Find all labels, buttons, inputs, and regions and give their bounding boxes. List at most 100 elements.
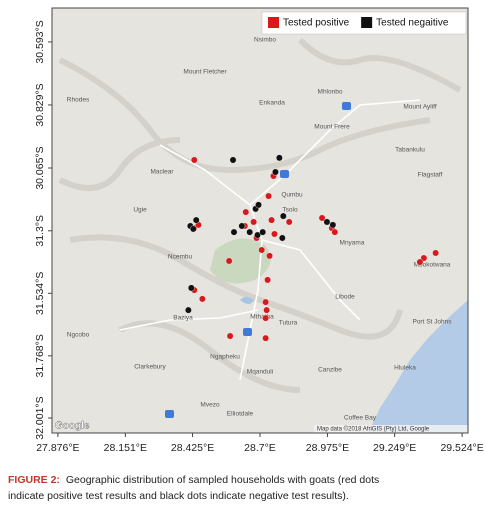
x-tick-label: 28.425°E [171, 442, 214, 454]
legend: Tested positive Tested negaitive [261, 11, 467, 35]
attribution-bg [314, 425, 468, 433]
place-label: Nsimbo [254, 37, 276, 44]
place-label: Mqanduli [247, 369, 273, 376]
x-tick-label: 29.249°E [373, 442, 416, 454]
land [52, 8, 468, 433]
place-label: Coffee Bay [344, 415, 377, 422]
point [229, 156, 237, 164]
point [225, 257, 233, 265]
place-label: Ncembu [168, 254, 193, 261]
point [278, 234, 286, 242]
caption: FIGURE 2: Geographic distribution of sam… [8, 474, 379, 486]
place-label: Mount Fletcher [183, 69, 227, 76]
place-label: Tutura [279, 320, 298, 327]
point [262, 298, 270, 306]
place-label: Mount Ayliff [403, 104, 437, 111]
point [318, 214, 326, 222]
point [266, 252, 273, 260]
x-tick-label: 28.7°E [244, 442, 276, 454]
place-label: Mnyama [340, 240, 365, 247]
place-label: Ngapheku [210, 354, 240, 361]
point [271, 230, 278, 238]
place-label: Qumbu [281, 192, 303, 199]
caption-text: Geographic distribution of sampled house… [66, 474, 379, 486]
roads [119, 99, 421, 381]
point [285, 218, 293, 226]
point [275, 154, 283, 162]
point [258, 246, 266, 254]
axes: 27.876°E 28.151°E 28.425°E 28.7°E 28.975°E 29… [34, 20, 484, 454]
data-points [184, 154, 440, 342]
y-tick-label: 31.3°S [34, 215, 46, 247]
point [198, 295, 206, 303]
point [259, 228, 267, 236]
point [192, 216, 200, 224]
place-labels: Nsimbo Mount Fletcher Rhodes Mhlonbo Mount A… [67, 37, 452, 422]
x-tick-label: 28.975°E [306, 442, 349, 454]
place-label: Tabankulu [395, 147, 425, 154]
point [416, 258, 424, 266]
place-label: Mount Frere [314, 124, 350, 131]
point [187, 284, 195, 292]
x-tick-label: 27.876°E [36, 442, 79, 454]
place-label: Mhlonbo [318, 89, 343, 96]
point [329, 221, 337, 229]
y-tick-label: 30.829°S [34, 83, 46, 126]
point [323, 218, 331, 226]
y-tick-label: 31.534°S [34, 272, 46, 315]
point [331, 228, 339, 236]
caption-label: FIGURE 2: [8, 474, 60, 486]
point [242, 208, 250, 216]
y-tick-label: 31.768°S [34, 334, 46, 377]
logo: Google [55, 421, 90, 432]
dam [240, 297, 254, 304]
y-tick-label: 32.001°S [34, 396, 46, 439]
place-label: Rhodes [67, 97, 90, 104]
point [262, 314, 270, 322]
relief [58, 37, 462, 393]
place-label: Hluleka [394, 365, 416, 372]
point [230, 228, 238, 236]
point [190, 156, 198, 164]
point [184, 306, 192, 314]
point [264, 276, 272, 284]
place-label: Clarkebury [134, 364, 166, 371]
x-tick-label: 28.151°E [104, 442, 147, 454]
attribution: Map data ©2018 AfriGIS (Pty) Ltd, Google [317, 426, 430, 433]
point [189, 225, 197, 233]
caption-text: indicate positive test results and black… [8, 490, 349, 502]
place-label: Ugie [133, 207, 147, 214]
point [262, 334, 270, 342]
road-shield [280, 170, 289, 178]
place-label: Flagstaff [418, 172, 443, 179]
y-tick-label: 30.065°S [34, 146, 46, 189]
legend-swatch [361, 17, 373, 28]
place-label: Baziya [173, 315, 193, 322]
legend-label: Tested negaitive [376, 18, 449, 29]
road-shield [165, 410, 174, 418]
point [254, 231, 261, 239]
point [272, 168, 279, 176]
place-label: Canzibe [318, 367, 342, 374]
point [432, 249, 440, 257]
point [263, 306, 271, 314]
park [210, 238, 271, 284]
point [279, 212, 287, 220]
point [238, 222, 246, 230]
legend-label: Tested positive [283, 18, 350, 29]
road-shield [342, 102, 351, 110]
map-background [52, 8, 468, 433]
road-shield [243, 328, 252, 336]
place-label: Mthatha [250, 314, 274, 321]
place-label: Elliotdale [227, 411, 254, 418]
place-label: Mvezo [200, 402, 220, 409]
point [255, 201, 262, 209]
place-label: Ngcobo [67, 332, 90, 339]
point [226, 332, 234, 340]
point [268, 216, 275, 224]
point [265, 192, 272, 200]
point [246, 228, 254, 236]
place-label: Tsolo [282, 207, 298, 214]
